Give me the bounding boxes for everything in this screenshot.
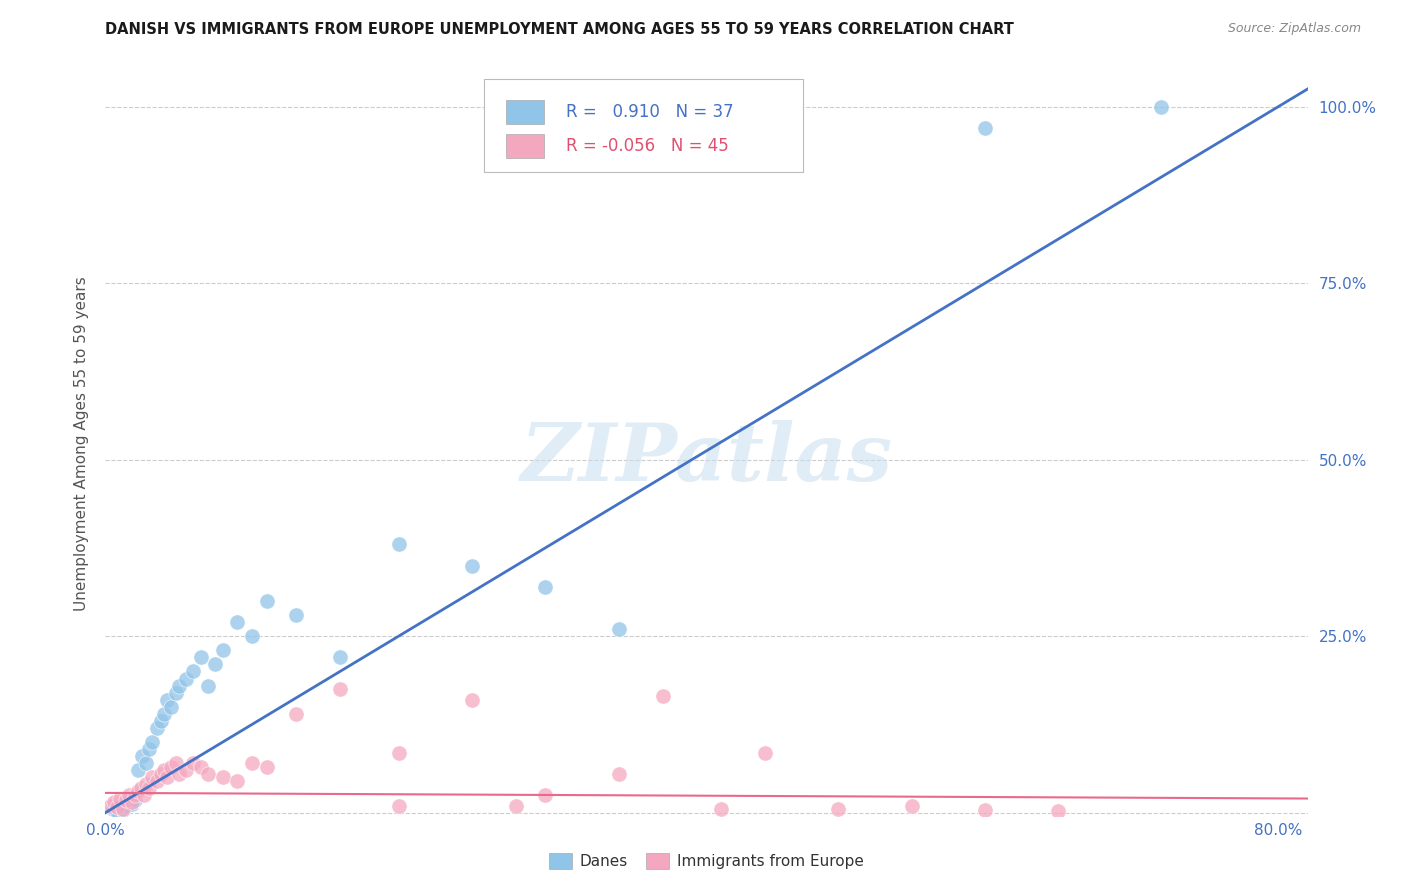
- Point: [534, 788, 557, 802]
- Point: [256, 760, 278, 774]
- Point: [138, 742, 160, 756]
- Point: [388, 798, 411, 813]
- Point: [141, 770, 163, 784]
- FancyBboxPatch shape: [506, 101, 544, 124]
- Point: [156, 770, 179, 784]
- Point: [461, 558, 484, 573]
- Point: [1047, 804, 1070, 818]
- Point: [118, 788, 141, 802]
- Text: Source: ZipAtlas.com: Source: ZipAtlas.com: [1227, 22, 1361, 36]
- Point: [124, 788, 146, 802]
- Point: [754, 746, 776, 760]
- Point: [190, 760, 212, 774]
- Point: [124, 793, 146, 807]
- Point: [211, 770, 233, 784]
- Text: ZIPatlas: ZIPatlas: [520, 420, 893, 498]
- Point: [197, 679, 219, 693]
- Point: [710, 802, 733, 816]
- Point: [105, 804, 128, 818]
- Point: [145, 721, 167, 735]
- Point: [135, 756, 157, 771]
- Point: [461, 692, 484, 706]
- Point: [103, 795, 125, 809]
- Point: [115, 798, 138, 813]
- Point: [197, 767, 219, 781]
- Point: [827, 802, 849, 816]
- Point: [900, 798, 922, 813]
- Point: [1150, 100, 1173, 114]
- Point: [240, 756, 263, 771]
- Point: [329, 682, 352, 697]
- Point: [135, 777, 157, 791]
- Point: [285, 706, 308, 721]
- Point: [226, 773, 249, 788]
- Point: [183, 756, 205, 771]
- Point: [127, 784, 149, 798]
- Point: [101, 802, 124, 816]
- Point: [190, 650, 212, 665]
- Point: [127, 764, 149, 778]
- Text: R =   0.910   N = 37: R = 0.910 N = 37: [565, 103, 734, 121]
- Point: [607, 622, 630, 636]
- Point: [226, 615, 249, 629]
- Point: [145, 773, 167, 788]
- Point: [105, 800, 128, 814]
- Point: [240, 629, 263, 643]
- Point: [153, 706, 176, 721]
- Point: [131, 749, 153, 764]
- Point: [150, 714, 173, 728]
- Point: [129, 780, 152, 795]
- Point: [974, 120, 997, 135]
- Point: [132, 788, 155, 802]
- Point: [534, 580, 557, 594]
- Text: R = -0.056   N = 45: R = -0.056 N = 45: [565, 136, 728, 155]
- Point: [138, 780, 160, 795]
- Point: [174, 764, 197, 778]
- Point: [150, 767, 173, 781]
- Point: [256, 594, 278, 608]
- Point: [167, 679, 190, 693]
- Point: [974, 803, 997, 817]
- Point: [165, 756, 187, 771]
- Point: [141, 735, 163, 749]
- FancyBboxPatch shape: [484, 78, 803, 172]
- Point: [607, 767, 630, 781]
- Point: [160, 760, 183, 774]
- Point: [115, 793, 138, 807]
- Point: [505, 798, 527, 813]
- Point: [211, 643, 233, 657]
- Point: [112, 803, 135, 817]
- Point: [160, 699, 183, 714]
- Point: [156, 692, 179, 706]
- Point: [121, 797, 143, 812]
- Point: [121, 795, 143, 809]
- Point: [98, 798, 121, 813]
- Point: [112, 802, 135, 816]
- Point: [388, 746, 411, 760]
- Point: [183, 665, 205, 679]
- Point: [174, 672, 197, 686]
- Point: [329, 650, 352, 665]
- Point: [285, 607, 308, 622]
- Point: [167, 767, 190, 781]
- Legend: Danes, Immigrants from Europe: Danes, Immigrants from Europe: [543, 847, 870, 876]
- Point: [153, 764, 176, 778]
- FancyBboxPatch shape: [506, 134, 544, 158]
- Point: [108, 791, 131, 805]
- Text: DANISH VS IMMIGRANTS FROM EUROPE UNEMPLOYMENT AMONG AGES 55 TO 59 YEARS CORRELAT: DANISH VS IMMIGRANTS FROM EUROPE UNEMPLO…: [105, 22, 1014, 37]
- Point: [651, 689, 673, 703]
- Point: [118, 795, 141, 809]
- Y-axis label: Unemployment Among Ages 55 to 59 years: Unemployment Among Ages 55 to 59 years: [75, 277, 90, 611]
- Point: [165, 685, 187, 699]
- Point: [388, 537, 411, 551]
- Point: [108, 800, 131, 814]
- Point: [204, 657, 226, 672]
